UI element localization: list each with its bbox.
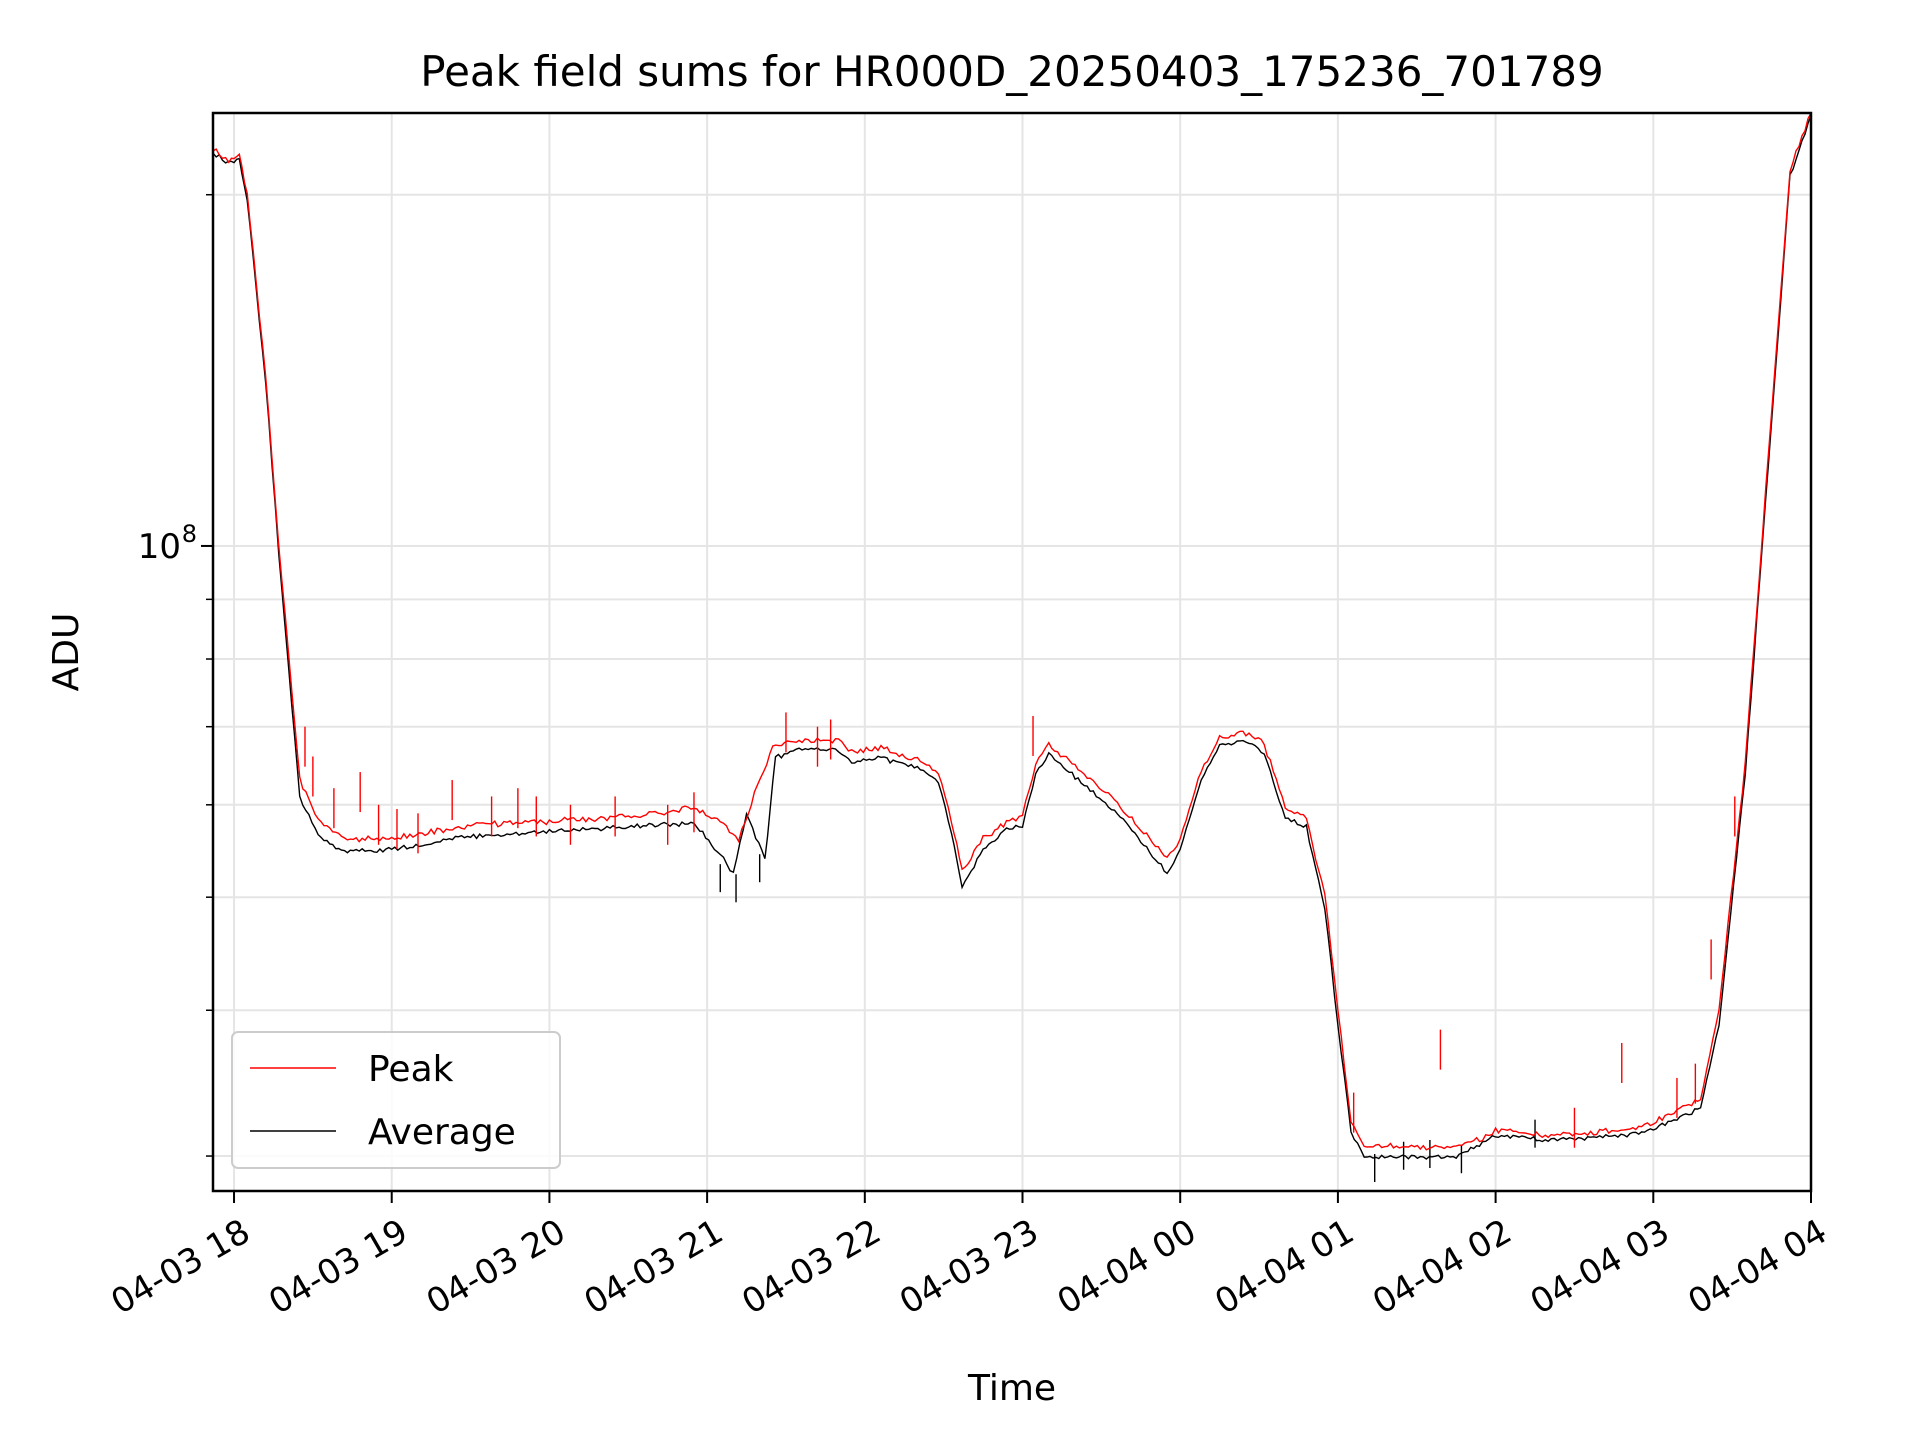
y-axis-label: ADU (46, 613, 87, 692)
y-tick-exponent: 8 (182, 520, 197, 548)
series-layer (213, 113, 1811, 1183)
series-peak-line (213, 113, 1811, 1151)
legend-box (231, 1031, 561, 1169)
y-tick-label: 10 (138, 527, 181, 567)
series-average-line (213, 114, 1811, 1160)
legend-label-peak: Peak (368, 1049, 454, 1090)
plot-frame (211, 111, 1813, 1193)
legend-label-average: Average (368, 1112, 516, 1153)
plot-area (213, 113, 1811, 1183)
legend: Peak Average (231, 1031, 561, 1169)
x-axis-label: Time (967, 1368, 1056, 1409)
chart-title: Peak field sums for HR000D_20250403_1752… (420, 47, 1604, 96)
